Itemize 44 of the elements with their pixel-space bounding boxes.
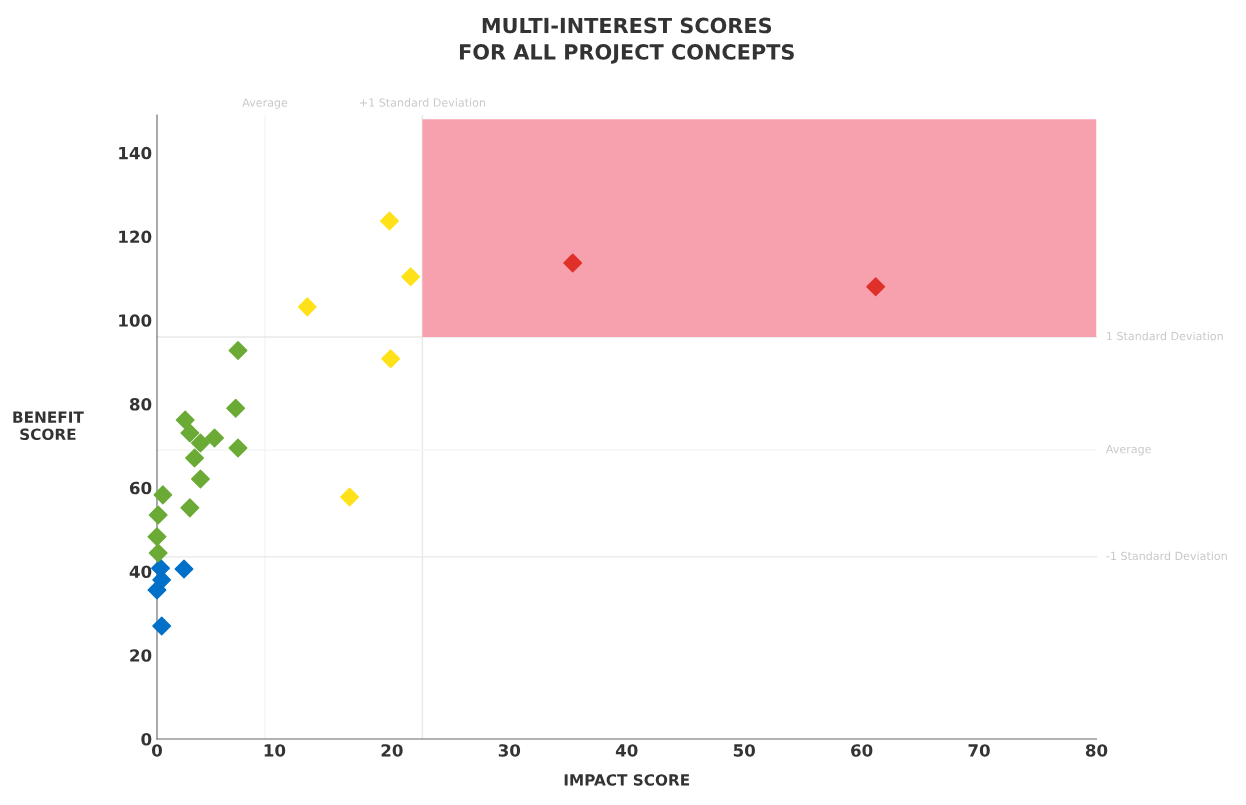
point: [401, 267, 421, 287]
point: [180, 498, 200, 518]
point: [226, 398, 246, 418]
y-tick-label: 140: [119, 146, 152, 160]
point: [380, 211, 399, 231]
point: [340, 487, 360, 507]
point: [205, 428, 225, 448]
point: [381, 349, 401, 369]
point: [147, 527, 167, 547]
point: [180, 423, 200, 443]
point: [148, 505, 168, 525]
x-tick-label: 0: [151, 744, 162, 757]
point: [190, 469, 210, 489]
point: [190, 433, 210, 453]
point: [174, 559, 194, 579]
point: [152, 616, 172, 636]
point: [228, 340, 248, 360]
point: [185, 448, 205, 468]
y-tick-label: 60: [129, 481, 152, 495]
y-tick-label: 0: [141, 732, 152, 746]
point: [153, 485, 173, 505]
x-axis-title: IMPACT SCORE: [564, 774, 690, 786]
y-axis-title: BENEFIT SCORE: [13, 411, 84, 441]
y-tick-label: 40: [129, 565, 152, 579]
x-tick-label: 30: [498, 744, 521, 757]
x-tick-label: 40: [615, 744, 638, 757]
point: [228, 438, 248, 458]
x-tick-label: 10: [264, 744, 286, 757]
y-tick-label: 80: [129, 397, 152, 411]
point: [866, 277, 886, 297]
point: [297, 297, 317, 317]
point: [563, 253, 583, 273]
point: [175, 410, 195, 430]
y-tick-label: 100: [119, 314, 152, 327]
x-tick-label: 70: [968, 744, 990, 757]
point: [148, 543, 168, 563]
y-tick-label: 120: [119, 230, 152, 244]
chart-title: MULTI-INTEREST SCORES FOR ALL PROJECT CONCEPTS: [459, 17, 794, 64]
x-tick-label: 20: [381, 744, 403, 757]
x-tick-label: 60: [851, 744, 873, 757]
point: [147, 580, 167, 600]
x-tick-label: 80: [1085, 744, 1108, 757]
y-tick-label: 20: [130, 649, 152, 662]
x-tick-label: 50: [733, 744, 755, 757]
